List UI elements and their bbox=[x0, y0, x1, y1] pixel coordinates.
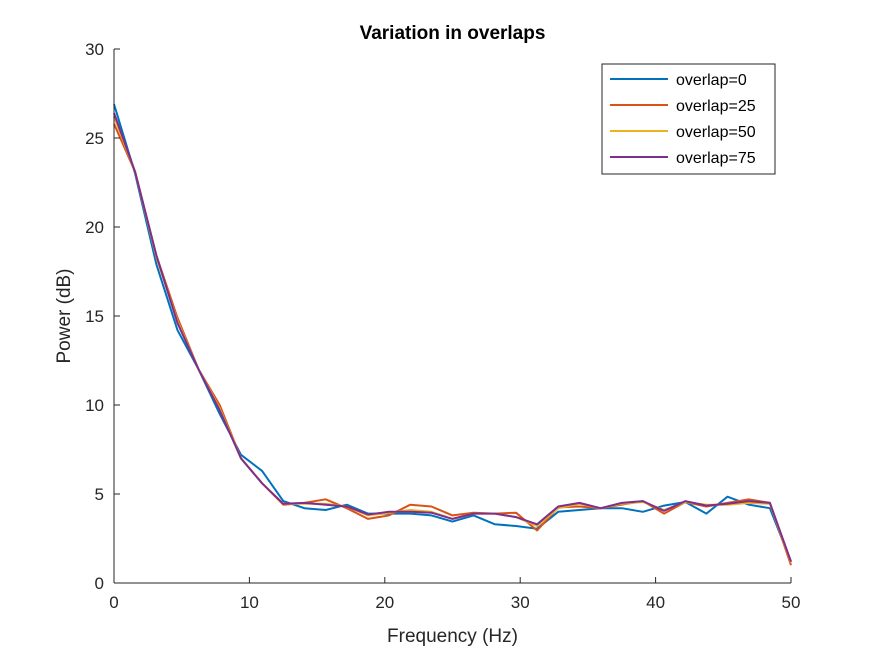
y-tick-label: 30 bbox=[85, 40, 104, 59]
series-layer bbox=[113, 103, 792, 566]
series-line-3 bbox=[113, 112, 792, 562]
legend-box bbox=[601, 63, 776, 175]
chart-title: Variation in overlaps bbox=[360, 23, 546, 44]
y-tick-label: 20 bbox=[85, 218, 104, 237]
x-tick-label: 10 bbox=[240, 593, 259, 612]
x-tick-label: 20 bbox=[375, 593, 394, 612]
legend-entry-label: overlap=0 bbox=[676, 72, 747, 89]
y-tick-label: 25 bbox=[85, 129, 104, 148]
legend-entry-label: overlap=50 bbox=[676, 124, 756, 141]
legend-entry-label: overlap=75 bbox=[676, 150, 756, 167]
x-tick-label: 50 bbox=[782, 593, 801, 612]
y-tick-label: 15 bbox=[85, 307, 104, 326]
legend: overlap=0 overlap=25 overlap=50 overlap=75 bbox=[601, 63, 776, 175]
y-tick-label: 10 bbox=[85, 396, 104, 415]
x-tick-label: 0 bbox=[109, 593, 118, 612]
y-tick-label: 0 bbox=[95, 574, 104, 593]
x-tick-label: 40 bbox=[646, 593, 665, 612]
axes-layer: 0 10 20 30 40 50 0 5 10 15 20 25 30 bbox=[85, 40, 800, 612]
y-axis-label: Power (dB) bbox=[54, 268, 75, 363]
y-tick-label: 5 bbox=[95, 485, 104, 504]
legend-entry-label: overlap=25 bbox=[676, 98, 756, 115]
x-tick-label: 30 bbox=[511, 593, 530, 612]
x-axis-label: Frequency (Hz) bbox=[387, 626, 518, 647]
